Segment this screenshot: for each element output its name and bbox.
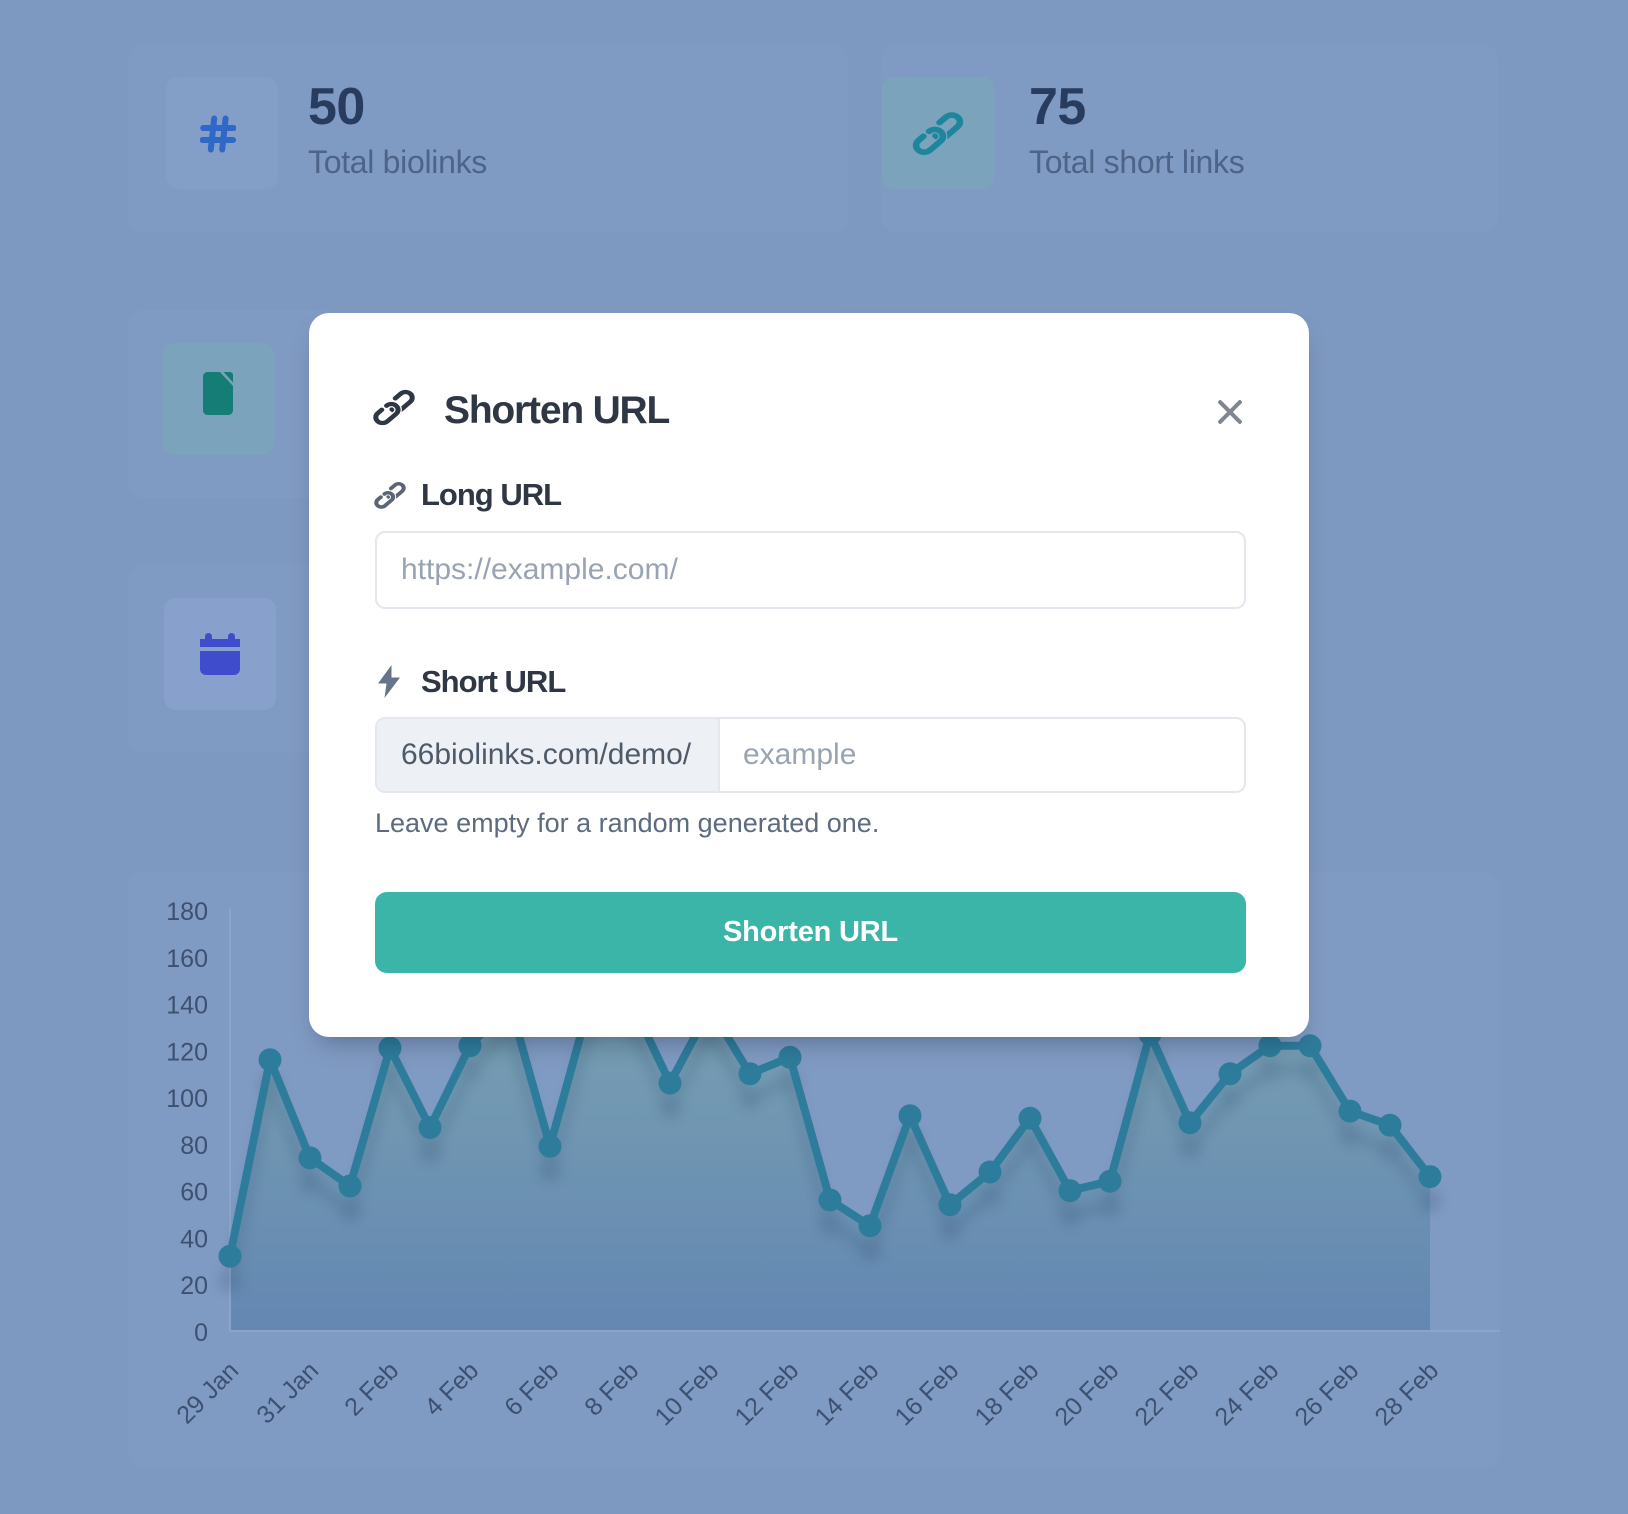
svg-text:28 Feb: 28 Feb xyxy=(1369,1356,1444,1431)
svg-text:180: 180 xyxy=(166,898,208,926)
svg-text:29 Jan: 29 Jan xyxy=(171,1356,244,1429)
svg-text:26 Feb: 26 Feb xyxy=(1289,1356,1364,1431)
svg-text:16 Feb: 16 Feb xyxy=(889,1356,964,1431)
svg-text:100: 100 xyxy=(166,1085,208,1113)
svg-text:80: 80 xyxy=(180,1132,208,1160)
svg-text:40: 40 xyxy=(180,1225,208,1253)
svg-text:14 Feb: 14 Feb xyxy=(809,1356,884,1431)
svg-text:24 Feb: 24 Feb xyxy=(1209,1356,1284,1431)
svg-text:22 Feb: 22 Feb xyxy=(1129,1356,1204,1431)
svg-text:140: 140 xyxy=(166,992,208,1020)
svg-text:31 Jan: 31 Jan xyxy=(251,1356,324,1429)
svg-text:0: 0 xyxy=(194,1319,208,1347)
svg-text:10 Feb: 10 Feb xyxy=(649,1356,724,1431)
svg-text:160: 160 xyxy=(166,945,208,973)
svg-text:120: 120 xyxy=(166,1038,208,1066)
svg-text:4 Feb: 4 Feb xyxy=(419,1356,484,1421)
svg-text:6 Feb: 6 Feb xyxy=(499,1356,564,1421)
svg-text:18 Feb: 18 Feb xyxy=(969,1356,1044,1431)
svg-text:60: 60 xyxy=(180,1179,208,1207)
svg-text:20 Feb: 20 Feb xyxy=(1049,1356,1124,1431)
svg-text:8 Feb: 8 Feb xyxy=(579,1356,644,1421)
svg-text:2 Feb: 2 Feb xyxy=(339,1356,404,1421)
svg-text:12 Feb: 12 Feb xyxy=(729,1356,804,1431)
svg-text:20: 20 xyxy=(180,1272,208,1300)
